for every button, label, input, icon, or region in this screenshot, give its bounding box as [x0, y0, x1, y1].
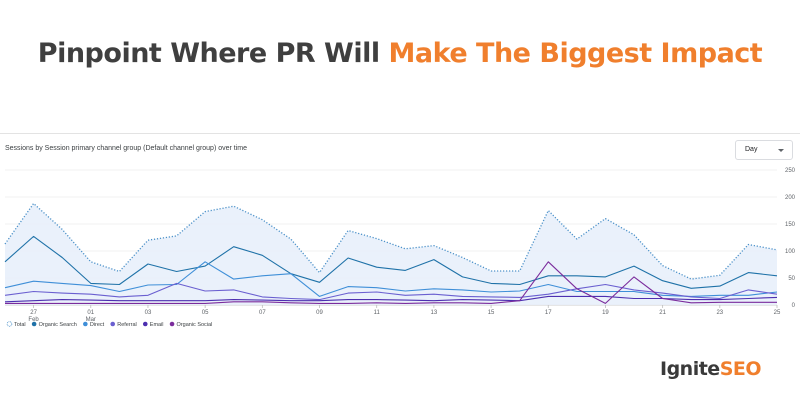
headline: Pinpoint Where PR Will Make The Biggest … [0, 38, 800, 69]
logo-part-seo: SEO [719, 358, 762, 380]
x-tick-sublabel: Feb [28, 317, 39, 323]
series-line-referral [4, 282, 778, 301]
legend-marker-organic-social [169, 321, 175, 327]
x-tick-label: 19 [602, 310, 609, 316]
series-line-organic-search [4, 235, 778, 289]
series-line-direct [4, 261, 778, 297]
legend-marker-referral [110, 321, 116, 327]
y-tick-label: 100 [785, 249, 796, 255]
y-tick-label: 0 [792, 303, 796, 309]
y-tick-label: 50 [788, 276, 795, 282]
x-tick-label: 11 [374, 310, 381, 316]
x-tick-label: 09 [316, 310, 323, 316]
series-area-total [5, 203, 777, 305]
x-tick-label: 21 [659, 310, 666, 316]
legend-label-organic-social: Organic Social [177, 322, 213, 328]
series-line-email [4, 295, 778, 303]
legend-label-organic-search: Organic Search [39, 322, 77, 328]
x-tick-label: 01 [87, 310, 94, 316]
x-tick-sublabel: Mar [86, 317, 96, 323]
headline-accent: Make The Biggest Impact [388, 38, 763, 69]
legend-marker-total [6, 321, 13, 327]
y-tick-label: 250 [785, 168, 796, 174]
logo-part-ignite: Ignite [660, 358, 720, 380]
legend-marker-direct [83, 321, 88, 327]
x-tick-label: 17 [545, 310, 552, 316]
x-tick-label: 07 [259, 310, 266, 316]
chart-title: Sessions by Session primary channel grou… [5, 145, 248, 152]
x-tick-label: 15 [488, 310, 495, 316]
legend-label-total: Total [14, 322, 26, 328]
ignite-seo-logo: IgniteSEO [660, 358, 762, 380]
period-dropdown-value: Day [745, 146, 758, 153]
legend-label-referral: Referral [117, 322, 137, 328]
chevron-down-icon [778, 149, 784, 152]
series-line-total [4, 202, 778, 280]
legend-marker-organic-search [31, 321, 37, 327]
legend-label-direct: Direct [90, 322, 105, 328]
x-tick-label: 23 [716, 310, 723, 316]
x-tick-label: 03 [145, 310, 152, 316]
y-tick-label: 150 [785, 222, 796, 228]
x-tick-label: 25 [774, 310, 781, 316]
headline-dark: Pinpoint Where PR Will [37, 38, 389, 69]
chart-card: Sessions by Session primary channel grou… [0, 133, 800, 359]
legend-marker-email [142, 321, 148, 327]
period-dropdown[interactable]: Day [735, 140, 793, 160]
series-line-organic-social [5, 261, 777, 304]
x-tick-label: 05 [202, 310, 209, 316]
x-tick-label: 13 [431, 310, 438, 316]
x-tick-label: 27 [30, 310, 37, 316]
legend-label-email: Email [150, 322, 164, 328]
y-tick-label: 200 [785, 195, 796, 201]
